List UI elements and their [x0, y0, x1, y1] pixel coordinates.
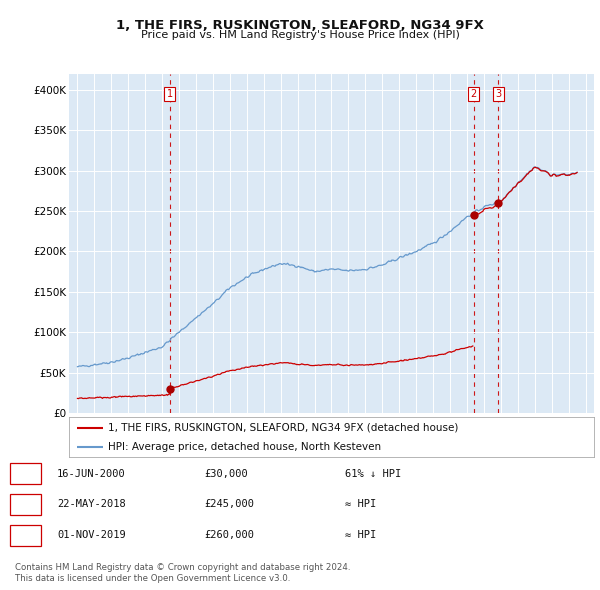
Text: 16-JUN-2000: 16-JUN-2000	[57, 469, 126, 478]
Text: HPI: Average price, detached house, North Kesteven: HPI: Average price, detached house, Nort…	[109, 442, 382, 452]
Text: 2: 2	[22, 500, 29, 509]
Text: 61% ↓ HPI: 61% ↓ HPI	[345, 469, 401, 478]
Text: Contains HM Land Registry data © Crown copyright and database right 2024.: Contains HM Land Registry data © Crown c…	[15, 563, 350, 572]
Text: 3: 3	[495, 89, 501, 99]
Text: 01-NOV-2019: 01-NOV-2019	[57, 530, 126, 540]
Text: 3: 3	[22, 530, 29, 540]
Text: ≈ HPI: ≈ HPI	[345, 500, 376, 509]
Text: This data is licensed under the Open Government Licence v3.0.: This data is licensed under the Open Gov…	[15, 573, 290, 583]
Text: £30,000: £30,000	[204, 469, 248, 478]
Text: £260,000: £260,000	[204, 530, 254, 540]
Text: 1: 1	[167, 89, 173, 99]
Text: 1, THE FIRS, RUSKINGTON, SLEAFORD, NG34 9FX (detached house): 1, THE FIRS, RUSKINGTON, SLEAFORD, NG34 …	[109, 423, 459, 433]
Text: 1, THE FIRS, RUSKINGTON, SLEAFORD, NG34 9FX: 1, THE FIRS, RUSKINGTON, SLEAFORD, NG34 …	[116, 19, 484, 32]
Text: 22-MAY-2018: 22-MAY-2018	[57, 500, 126, 509]
Text: Price paid vs. HM Land Registry's House Price Index (HPI): Price paid vs. HM Land Registry's House …	[140, 30, 460, 40]
Text: ≈ HPI: ≈ HPI	[345, 530, 376, 540]
Text: 1: 1	[22, 469, 29, 478]
Text: £245,000: £245,000	[204, 500, 254, 509]
Text: 2: 2	[470, 89, 477, 99]
